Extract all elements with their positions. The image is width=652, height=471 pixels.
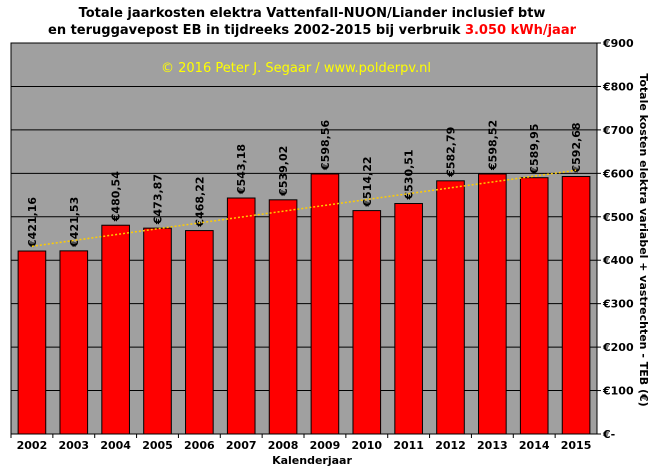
y-tick-label: €200 xyxy=(602,341,634,354)
data-label: €539,02 xyxy=(277,146,290,197)
y-tick-label: €500 xyxy=(602,211,634,224)
x-axis-label: Kalenderjaar xyxy=(272,454,352,467)
data-label: €421,53 xyxy=(68,197,81,248)
chart-title-line1: Totale jaarkosten elektra Vattenfall-NUO… xyxy=(79,6,546,21)
trendline xyxy=(31,169,577,248)
data-label: €473,87 xyxy=(152,174,165,225)
bar xyxy=(561,176,591,435)
data-label: €582,79 xyxy=(445,127,458,178)
bar xyxy=(352,210,382,435)
x-tick-label: 2004 xyxy=(100,439,131,452)
bar xyxy=(185,230,214,435)
data-label: €589,95 xyxy=(528,124,541,175)
x-tick-label: 2006 xyxy=(184,439,215,452)
y-tick-label: €- xyxy=(602,428,615,441)
chart-title-line2: en teruggavepost EB in tijdreeks 2002-20… xyxy=(48,23,577,38)
y-tick-label: €900 xyxy=(602,37,634,50)
x-tick-label: 2013 xyxy=(477,439,508,452)
x-tick-label: 2012 xyxy=(435,439,466,452)
y-tick-label: €300 xyxy=(602,298,634,311)
x-tick-label: 2010 xyxy=(351,439,382,452)
data-label: €543,18 xyxy=(235,144,248,195)
x-tick-label: 2008 xyxy=(268,439,299,452)
plot-background xyxy=(11,43,597,434)
y-tick-label: €700 xyxy=(602,124,634,137)
x-tick-label: 2003 xyxy=(58,439,89,452)
data-label: €468,22 xyxy=(193,176,206,227)
data-label: €530,51 xyxy=(403,149,416,200)
x-tick-label: 2005 xyxy=(142,439,173,452)
y-tick-label: €400 xyxy=(602,254,634,267)
y-tick-label: €100 xyxy=(602,385,634,398)
bar xyxy=(268,199,298,435)
chart-title-highlight: 3.050 kWh/jaar xyxy=(465,23,577,38)
data-label: €598,52 xyxy=(486,120,499,171)
x-tick-label: 2015 xyxy=(561,439,592,452)
x-tick-label: 2007 xyxy=(226,439,257,452)
y-tick-label: €800 xyxy=(602,80,634,93)
data-label: €480,54 xyxy=(110,171,123,222)
y-tick-label: €600 xyxy=(602,167,634,180)
x-tick-label: 2011 xyxy=(393,439,424,452)
data-label: €598,56 xyxy=(319,120,332,171)
x-tick-label: 2009 xyxy=(310,439,341,452)
bar xyxy=(519,177,549,435)
chart-title-line2-text: en teruggavepost EB in tijdreeks 2002-20… xyxy=(48,23,465,38)
data-label: €514,22 xyxy=(361,156,374,207)
bar xyxy=(17,250,47,435)
plot-border xyxy=(10,42,598,435)
data-label: €421,16 xyxy=(26,197,39,248)
bar xyxy=(436,180,465,435)
bar xyxy=(101,224,130,435)
y-axis-label: Totale kosten elektra variabel + vastrec… xyxy=(637,73,650,406)
bar xyxy=(59,250,89,435)
bar xyxy=(394,203,423,435)
x-tick-label: 2014 xyxy=(519,439,550,452)
bar xyxy=(226,197,256,435)
bar xyxy=(310,173,340,435)
bar xyxy=(143,227,172,435)
x-tick-label: 2002 xyxy=(17,439,48,452)
plot-area: €- €100 €200 €300 €400 €500 €600 €700 €800 €900 €4… xyxy=(10,37,634,452)
bar xyxy=(478,173,507,435)
data-label: €592,68 xyxy=(570,122,583,173)
copyright-text: © 2016 Peter J. Segaar / www.polderpv.nl xyxy=(161,61,431,76)
